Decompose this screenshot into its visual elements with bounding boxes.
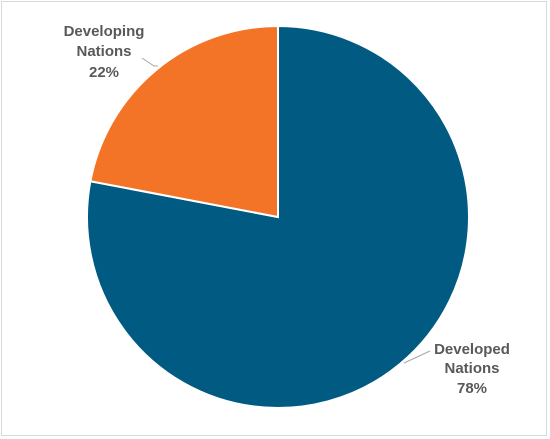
data-label-name-developing-nations: Developing <box>64 23 145 40</box>
pie-slice-developed-nations <box>86 24 470 409</box>
leader-line-developed-nations <box>403 350 431 364</box>
data-label-value-developed-nations: 78% <box>457 380 487 397</box>
leader-line-developing-nations <box>141 57 158 67</box>
pie-slice-developing-nations <box>89 24 279 219</box>
data-label-value-developing-nations: 22% <box>89 64 119 81</box>
data-label-name-developed-nations: Developed <box>434 341 510 358</box>
data-label-name-developing-nations: Nations <box>76 43 131 60</box>
data-label-name-developed-nations: Nations <box>444 360 499 377</box>
